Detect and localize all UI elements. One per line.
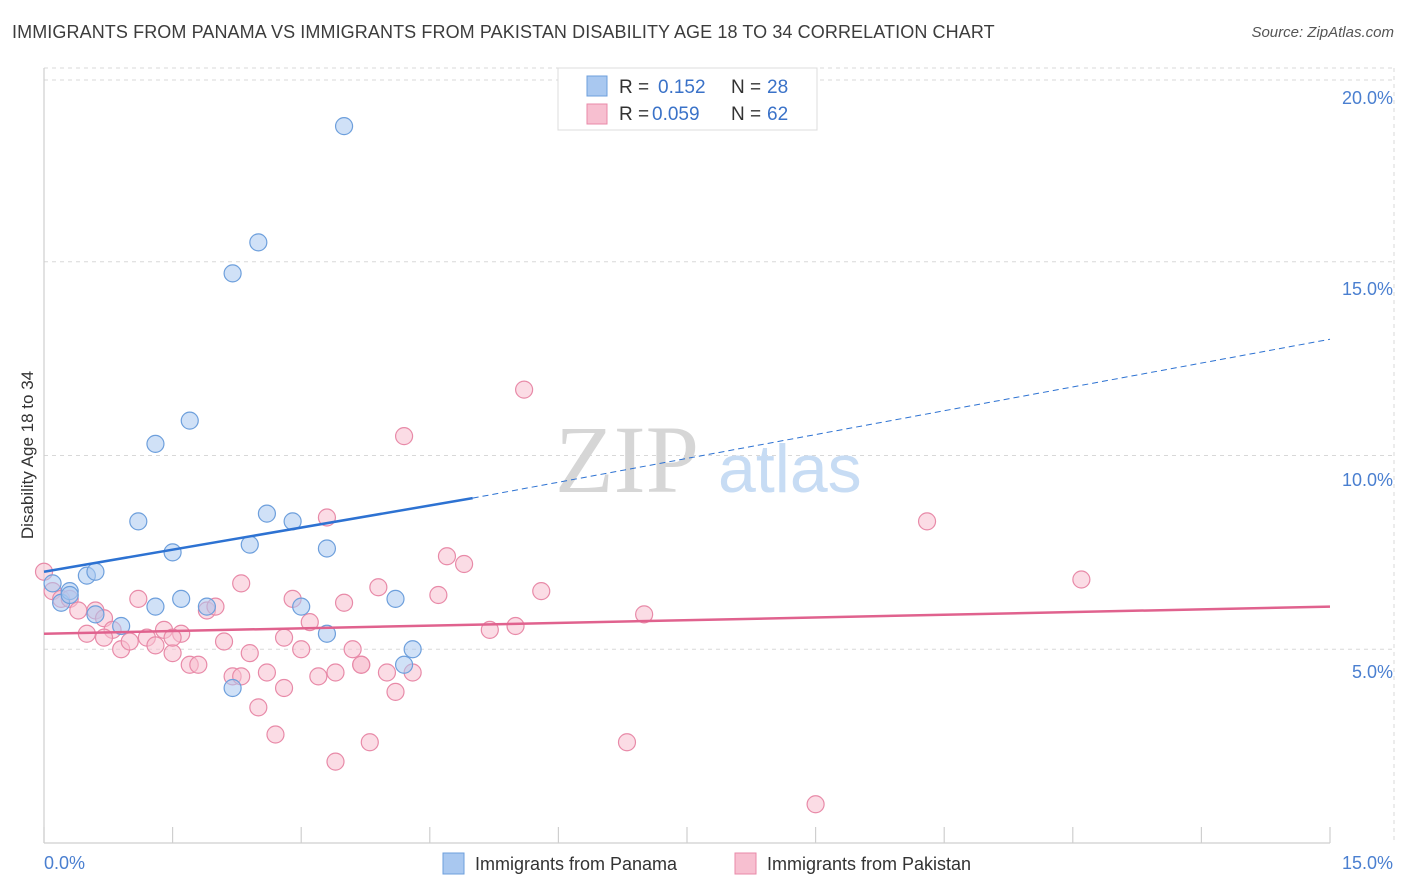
pakistan-point: [69, 601, 88, 620]
y-axis-label: Disability Age 18 to 34: [18, 371, 37, 539]
legend-n-value: 28: [767, 77, 788, 98]
panama-point: [43, 574, 62, 593]
x-tick-label: 15.0%: [1342, 853, 1393, 873]
pakistan-point: [617, 733, 637, 752]
pakistan-point: [386, 682, 405, 701]
y-tick-label: 20.0%: [1342, 88, 1393, 108]
y-tick-label: 15.0%: [1342, 279, 1393, 299]
panama-point: [197, 597, 216, 616]
bottom-legend-label-panama: Immigrants from Panama: [475, 854, 678, 874]
pakistan-point: [360, 733, 379, 752]
pakistan-point: [214, 632, 234, 651]
pakistan-point: [266, 725, 285, 744]
pakistan-point: [532, 582, 551, 601]
bottom-legend-label-pakistan: Immigrants from Pakistan: [767, 854, 971, 874]
trendlines: [43, 338, 1331, 635]
pakistan-point: [1072, 570, 1091, 589]
pakistan-point: [326, 663, 345, 682]
pakistan-point: [274, 628, 294, 647]
pakistan-point: [377, 663, 397, 682]
legend: R = 0.152 N = 28 R = 0.059 N = 62: [557, 67, 818, 131]
pakistan-point: [394, 427, 414, 446]
bottom-legend: Immigrants from Panama Immigrants from P…: [442, 852, 971, 875]
pakistan-point: [334, 593, 354, 612]
panama-points: [43, 117, 422, 698]
pakistan-point: [257, 663, 277, 682]
pakistan-point: [163, 628, 182, 647]
pakistan-point: [292, 640, 311, 659]
x-tick-label: 0.0%: [44, 853, 85, 873]
panama-trendline-extension: [472, 338, 1331, 499]
pakistan-point: [454, 554, 474, 574]
pakistan-point: [249, 698, 268, 717]
pakistan-point: [300, 613, 319, 632]
panama-point: [86, 562, 105, 581]
panama-point: [249, 233, 268, 252]
legend-r-label: R =: [619, 77, 649, 98]
y-tick-label: 10.0%: [1342, 470, 1393, 490]
panama-trendline: [43, 496, 473, 573]
pakistan-point: [326, 752, 345, 771]
legend-r-label: R =: [619, 104, 649, 125]
panama-point: [163, 543, 182, 562]
pakistan-point: [343, 640, 362, 659]
panama-point: [257, 504, 277, 523]
legend-n-label: N =: [731, 77, 761, 98]
panama-point: [386, 589, 405, 608]
pakistan-point: [806, 795, 825, 814]
pakistan-trendline: [43, 605, 1331, 635]
legend-swatch-panama: [586, 75, 608, 97]
panama-point: [129, 512, 148, 531]
pakistan-point: [189, 655, 208, 674]
pakistan-point: [352, 655, 371, 674]
panama-point: [223, 678, 242, 698]
watermark-atlas: atlas: [718, 431, 862, 507]
pakistan-point: [163, 644, 182, 663]
panama-point: [146, 434, 165, 453]
panama-point: [317, 624, 337, 643]
pakistan-point: [274, 678, 294, 698]
pakistan-point: [917, 512, 937, 531]
pakistan-point: [240, 644, 259, 663]
panama-point: [334, 117, 354, 136]
pakistan-points: [34, 380, 1091, 814]
pakistan-point: [309, 667, 328, 686]
legend-swatch-pakistan: [586, 103, 608, 125]
pakistan-point: [635, 605, 654, 624]
bottom-legend-swatch-pakistan: [734, 852, 757, 875]
pakistan-point: [515, 380, 534, 399]
panama-point: [112, 616, 131, 636]
panama-point: [86, 605, 105, 624]
pakistan-point: [437, 547, 457, 566]
legend-n-label: N =: [731, 104, 761, 125]
pakistan-point: [232, 574, 251, 593]
pakistan-point: [129, 589, 148, 608]
legend-r-value: 0.152: [658, 77, 706, 98]
bottom-legend-swatch-panama: [442, 852, 465, 875]
pakistan-point: [120, 632, 139, 651]
legend-n-value: 62: [767, 104, 788, 125]
watermark-zip: ZIP: [555, 406, 699, 513]
pakistan-point: [506, 616, 525, 636]
panama-point: [223, 264, 242, 283]
chart-title: IMMIGRANTS FROM PANAMA VS IMMIGRANTS FRO…: [12, 22, 995, 42]
panama-point: [403, 640, 422, 659]
pakistan-point: [146, 636, 165, 655]
panama-point: [180, 411, 199, 430]
y-tick-label: 5.0%: [1352, 662, 1393, 682]
panama-point: [60, 585, 79, 605]
pakistan-point: [369, 578, 388, 597]
pakistan-point: [429, 585, 448, 605]
panama-point: [146, 597, 165, 616]
legend-r-value: 0.059: [652, 104, 700, 125]
panama-point: [292, 597, 311, 616]
panama-point: [317, 539, 337, 558]
source-label: Source: ZipAtlas.com: [1251, 24, 1394, 41]
panama-point: [394, 655, 414, 674]
panama-point: [172, 589, 191, 608]
x-tick-marks: [43, 827, 1331, 843]
